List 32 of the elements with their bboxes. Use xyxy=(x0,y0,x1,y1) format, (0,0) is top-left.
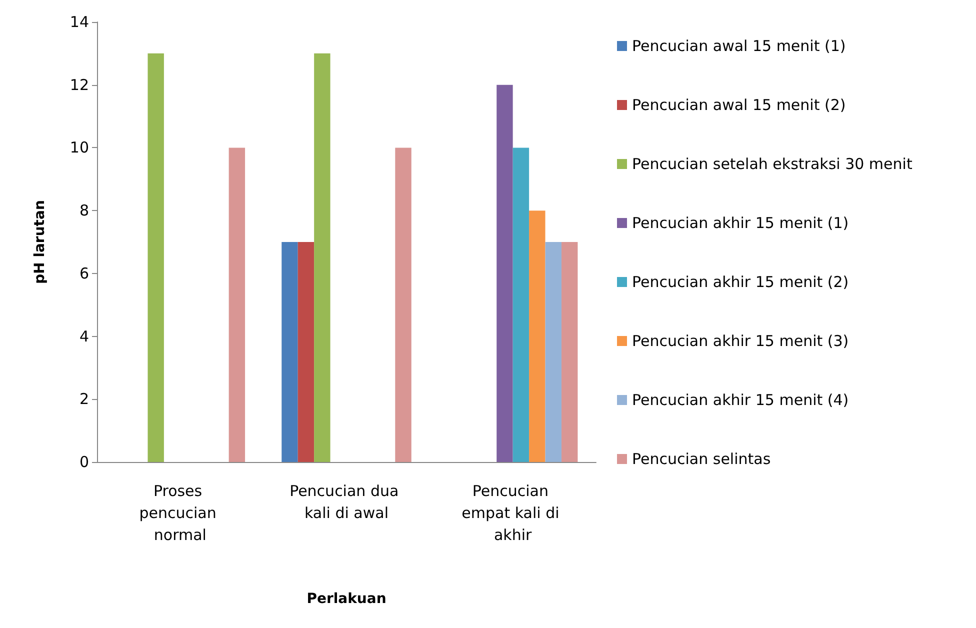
bar xyxy=(314,53,330,462)
y-tick-label: 0 xyxy=(79,453,89,471)
bar xyxy=(282,242,298,462)
y-tick-label: 14 xyxy=(70,13,89,31)
y-tick-label: 10 xyxy=(70,138,89,157)
legend-label: Pencucian awal 15 menit (2) xyxy=(632,96,846,114)
bar xyxy=(298,242,314,462)
legend-label: Pencucian awal 15 menit (1) xyxy=(632,37,846,55)
legend-label: Pencucian akhir 15 menit (4) xyxy=(632,391,849,409)
bar xyxy=(395,148,412,462)
y-tick-label: 4 xyxy=(79,327,89,346)
bar xyxy=(496,84,513,462)
bar xyxy=(545,242,562,462)
x-tick-label: Proses pencucian normal xyxy=(139,482,222,544)
bar xyxy=(529,210,546,462)
legend-label: Pencucian setelah ekstraksi 30 menit xyxy=(632,155,912,173)
y-axis-title: pH larutan xyxy=(32,200,48,284)
legend-label: Pencucian akhir 15 menit (3) xyxy=(632,332,849,350)
bar xyxy=(561,242,578,462)
y-tick-label: 8 xyxy=(79,202,89,220)
y-tick-label: 6 xyxy=(79,264,89,282)
bar xyxy=(512,148,530,462)
legend-label: Pencucian akhir 15 menit (1) xyxy=(632,214,849,232)
x-tick-label: Pencucian empat kali di akhir xyxy=(462,482,564,544)
bar xyxy=(228,148,246,462)
x-tick-label: Pencucian dua kali di awal xyxy=(290,482,404,522)
legend-label: Pencucian selintas xyxy=(632,450,771,468)
y-tick-label: 12 xyxy=(70,76,89,94)
bar xyxy=(148,53,164,462)
y-tick-label: 2 xyxy=(79,390,89,408)
legend-label: Pencucian akhir 15 menit (2) xyxy=(632,273,849,291)
x-axis-title: Perlakuan xyxy=(306,591,386,607)
